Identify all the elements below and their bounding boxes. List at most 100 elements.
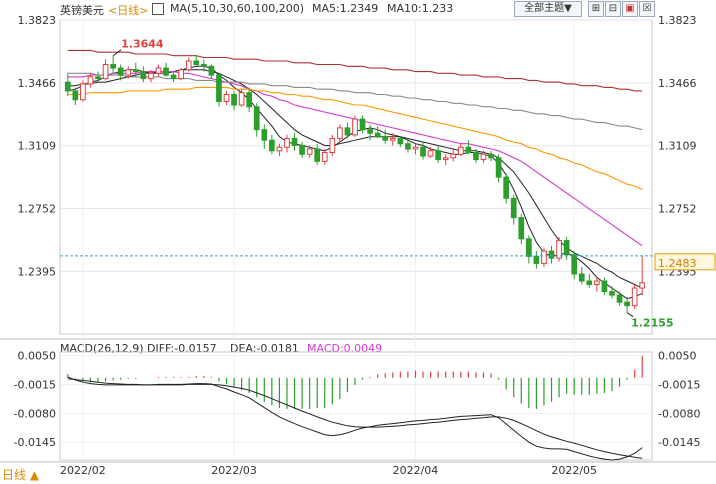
candle-up — [329, 137, 336, 154]
candle-up — [223, 93, 230, 102]
candle-down — [208, 65, 215, 76]
price-y-tick-left: 1.2752 — [18, 203, 57, 216]
x-axis-label: 2022/02 — [60, 464, 106, 477]
candle-down — [533, 255, 540, 264]
macd-y-tick-left: -0.0145 — [14, 436, 56, 449]
ma-line-ma30 — [67, 71, 643, 247]
candle-down — [405, 143, 411, 150]
toggle-icon[interactable]: ⊟ — [605, 1, 621, 17]
candle-up — [238, 92, 245, 106]
candle-down — [374, 132, 381, 138]
macd-y-tick-left: -0.0015 — [14, 378, 56, 391]
macd-panel-frame — [59, 351, 653, 461]
candle-down — [563, 240, 570, 256]
macd-y-tick-right: -0.0015 — [658, 378, 700, 391]
candle-down — [495, 157, 502, 178]
candle-down — [616, 294, 623, 303]
candle-down — [299, 144, 305, 155]
expand-icon[interactable]: ⊞ — [588, 1, 604, 17]
restore-icon[interactable]: ▣ — [622, 1, 638, 17]
last-price-label: 1.2483 — [658, 257, 697, 270]
candle-down — [163, 67, 169, 76]
candle-down — [609, 291, 615, 296]
low-annotation: 1.2155 — [631, 317, 673, 330]
ma-settings-icon[interactable] — [152, 3, 164, 15]
candle-up — [389, 137, 396, 141]
candle-down — [420, 146, 426, 157]
candle-down — [216, 74, 222, 102]
macd-y-tick-right: -0.0145 — [658, 436, 700, 449]
high-marker — [112, 49, 122, 57]
price-y-tick-left: 1.2395 — [18, 265, 57, 278]
candle-down — [397, 137, 404, 145]
candle-down — [291, 137, 298, 146]
ma-label: MA(5,10,30,60,100,200) — [170, 2, 305, 15]
macd-diff-line — [67, 376, 643, 461]
period-tag[interactable]: <日线> — [108, 4, 149, 17]
macd-y-tick-left: 0.0050 — [18, 350, 57, 363]
candle-up — [457, 146, 464, 155]
candle-down — [548, 250, 555, 259]
low-marker — [626, 312, 634, 318]
candle-down — [117, 67, 124, 76]
candle-up — [80, 83, 86, 101]
candle-down — [526, 238, 532, 257]
macd-y-tick-left: -0.0080 — [14, 407, 56, 420]
candle-down — [261, 129, 268, 141]
period-button[interactable]: 日线 ▲ — [2, 468, 40, 482]
last-price-box — [654, 253, 716, 271]
candle-up — [639, 282, 646, 289]
ma-line-ma5 — [67, 65, 643, 300]
candle-up — [306, 148, 313, 155]
candle-down — [72, 90, 79, 101]
candle-up — [87, 76, 94, 85]
candle-up — [631, 287, 638, 307]
candle-down — [246, 92, 253, 108]
candle-down — [269, 139, 275, 152]
candle-down — [571, 254, 578, 275]
price-y-tick-left: 1.3823 — [18, 14, 57, 27]
high-annotation: 1.3644 — [121, 38, 164, 51]
candle-down — [382, 136, 389, 141]
candle-up — [155, 67, 162, 74]
price-y-tick-right: 1.3823 — [658, 14, 697, 27]
candle-down — [435, 150, 441, 161]
ma-line-ma100 — [67, 72, 643, 131]
candle-up — [412, 146, 419, 150]
candle-down — [473, 152, 479, 161]
x-axis-label: 2022/03 — [211, 464, 257, 477]
price-y-tick-right: 1.2752 — [658, 203, 697, 216]
candle-up — [178, 69, 184, 80]
candle-down — [170, 74, 177, 80]
candle-up — [480, 153, 487, 161]
candle-down — [140, 71, 147, 80]
candle-down — [367, 129, 373, 134]
instrument-name: 英镑美元 — [60, 4, 104, 17]
candle-up — [125, 69, 132, 76]
ma-line-ma200 — [67, 49, 643, 92]
candle-down — [503, 176, 510, 199]
candle-down — [465, 146, 472, 154]
candle-down — [231, 93, 237, 106]
close-icon[interactable]: ☒ — [639, 1, 655, 17]
candle-down — [95, 76, 101, 80]
candle-down — [193, 60, 200, 66]
ma10-value: MA10:1.233 — [387, 2, 454, 15]
candle-down — [359, 118, 366, 131]
candle-down — [314, 148, 321, 162]
theme-button[interactable]: 全部主题▼ — [514, 1, 582, 17]
chart-header: 英镑美元 <日线> MA(5,10,30,60,100,200) MA5:1.2… — [0, 0, 716, 18]
candle-down — [200, 64, 207, 67]
candle-up — [276, 146, 283, 152]
candle-up — [442, 157, 449, 161]
macd-y-tick-right: 0.0050 — [658, 350, 697, 363]
candle-down — [624, 301, 630, 307]
candle-down — [253, 106, 260, 131]
candle-up — [594, 280, 600, 286]
candle-down — [578, 273, 585, 282]
candle-up — [541, 250, 547, 264]
candle-down — [488, 153, 494, 159]
candle-down — [132, 69, 139, 73]
price-y-tick-right: 1.3109 — [658, 140, 697, 153]
